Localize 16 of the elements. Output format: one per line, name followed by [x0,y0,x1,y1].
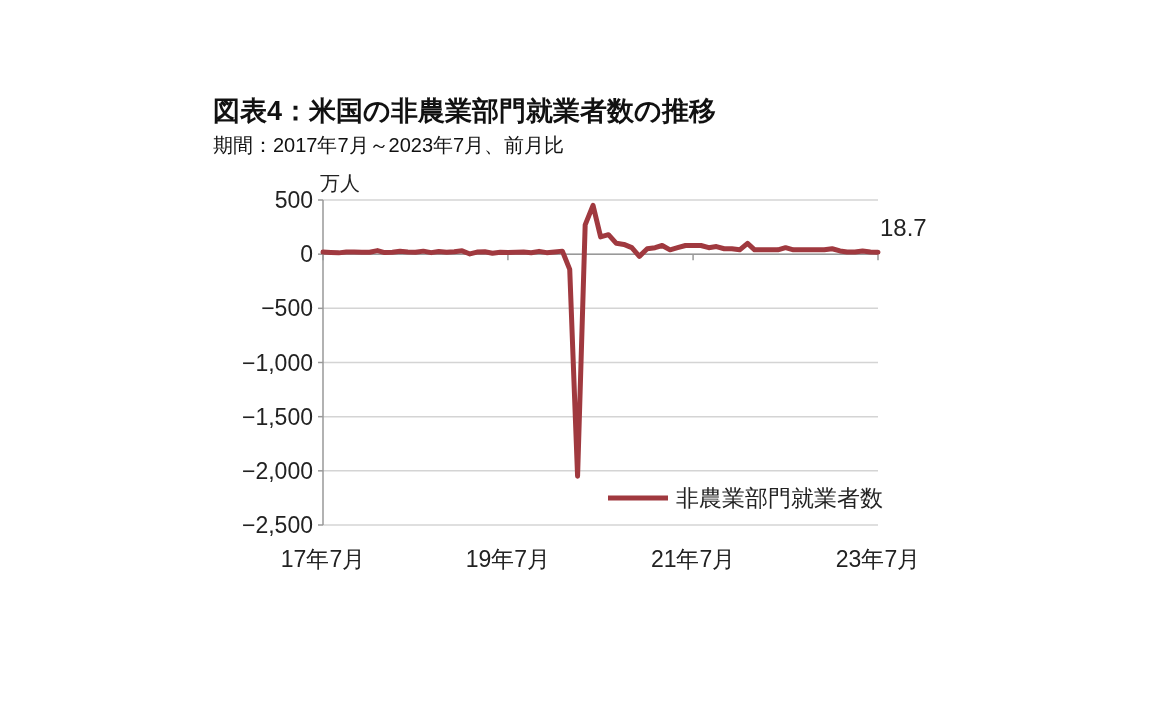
x-tick-label: 23年7月 [835,546,921,572]
y-axis-title: 万人 [320,172,360,194]
y-tick-label: −1,500 [242,403,313,430]
chart-subtitle: 期間：2017年7月～2023年7月、前月比 [213,134,565,156]
data-label: 18.7 [880,214,927,242]
legend-label: 非農業部門就業者数 [676,485,883,511]
x-tick-label: 21年7月 [650,546,736,572]
y-tick-label: −2,000 [242,457,313,484]
x-tick-label: 19年7月 [465,546,551,572]
chart-title: 図表4：米国の非農業部門就業者数の推移 [213,96,717,126]
y-tick-label: −1,000 [242,349,313,376]
y-tick-label: −2,500 [242,512,313,538]
y-tick-label: −500 [261,295,313,322]
y-tick-label: 0 [300,241,313,268]
y-tick-label: 500 [274,187,313,213]
x-tick-label: 17年7月 [280,546,366,572]
